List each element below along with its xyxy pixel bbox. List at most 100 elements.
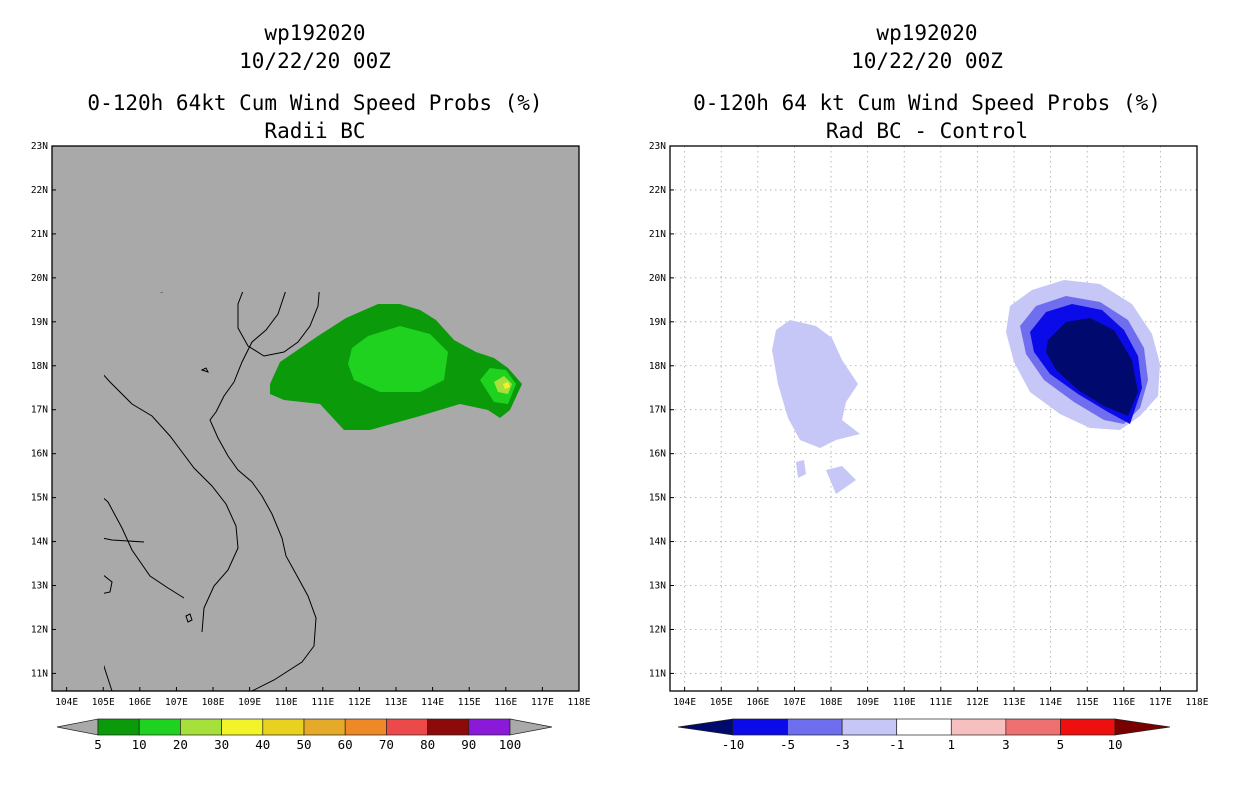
left-map-background xyxy=(52,146,579,691)
colorbar-label: 20 xyxy=(173,737,188,752)
lon-label: 115E xyxy=(458,697,481,708)
colorbar-swatch xyxy=(344,718,387,736)
colorbar-label: 80 xyxy=(420,737,435,752)
right-colorbar-swatches xyxy=(677,718,1171,736)
lon-label: 104E xyxy=(673,697,696,708)
colorbar-swatch xyxy=(896,718,952,736)
left-colorbar: 5 10 20 30 40 50 60 70 80 90 100 xyxy=(56,718,553,752)
colorbar-label: -10 xyxy=(722,737,745,752)
lon-label: 105E xyxy=(92,697,115,708)
right-contour-vietnam-light xyxy=(772,320,860,448)
lon-label: 108E xyxy=(820,697,843,708)
lon-label: 115E xyxy=(1076,697,1099,708)
right-map-frame xyxy=(669,145,1198,692)
lon-label: 116E xyxy=(494,697,517,708)
lon-label: 106E xyxy=(128,697,151,708)
lon-label: 113E xyxy=(1003,697,1026,708)
right-contour-vietnam-light-c xyxy=(796,460,806,478)
lat-label: 13N xyxy=(31,581,48,592)
lat-label: 16N xyxy=(31,449,48,460)
lat-label: 23N xyxy=(31,141,48,152)
colorbar-label: 50 xyxy=(296,737,311,752)
lon-label: 107E xyxy=(165,697,188,708)
left-map-frame xyxy=(51,145,580,692)
right-colorbar: -10 -5 -3 -1 1 3 5 10 xyxy=(677,718,1171,752)
left-colorbar-high-end xyxy=(509,718,553,736)
colorbar-label: 60 xyxy=(338,737,353,752)
lon-label: 111E xyxy=(311,697,334,708)
lat-label: 23N xyxy=(649,141,666,152)
lon-label: 114E xyxy=(421,697,444,708)
right-title-line4: Rad BC - Control xyxy=(826,119,1028,143)
colorbar-label: -3 xyxy=(835,737,850,752)
lat-label: 18N xyxy=(649,361,666,372)
left-contour-10 xyxy=(348,326,448,392)
left-colorbar-labels: 5 10 20 30 40 50 60 70 80 90 100 xyxy=(94,737,521,752)
lon-label: 109E xyxy=(238,697,261,708)
lat-label: 12N xyxy=(31,624,48,635)
left-lat-labels: 11N 12N 13N 14N 15N 16N 17N 18N 19N 20N 21N 22N 23N xyxy=(31,141,56,679)
lon-label: 114E xyxy=(1039,697,1062,708)
colorbar-swatch xyxy=(180,718,222,736)
lon-label: 118E xyxy=(1186,697,1209,708)
lat-label: 11N xyxy=(31,668,48,679)
right-contour-vietnam-light-b xyxy=(826,466,856,494)
colorbar-swatch xyxy=(1060,718,1116,736)
right-lon-labels: 104E 105E 106E 107E 108E 109E 110E 111E 112E 113E… xyxy=(673,687,1209,708)
left-colorbar-swatches xyxy=(97,718,511,736)
lat-label: 22N xyxy=(31,185,48,196)
left-probability-contours xyxy=(270,304,522,430)
lat-label: 20N xyxy=(649,273,666,284)
lat-label: 16N xyxy=(649,449,666,460)
lon-label: 111E xyxy=(929,697,952,708)
left-contour-20 xyxy=(494,376,512,394)
lon-label: 106E xyxy=(746,697,769,708)
colorbar-swatch xyxy=(138,718,181,736)
left-map: 11N12N13N14N15N16N17N18N19N20N21N22N23N … xyxy=(31,141,591,708)
right-lat-labels: 11N 12N 13N 14N 15N 16N 17N 18N 19N 20N 21N 22N 23N xyxy=(649,141,674,679)
left-title-line1: wp192020 xyxy=(264,21,365,45)
lat-label: 19N xyxy=(31,317,48,328)
lon-label: 110E xyxy=(893,697,916,708)
lon-label: 117E xyxy=(1149,697,1172,708)
left-title-line3: 0-120h 64kt Cum Wind Speed Probs (%) xyxy=(87,91,542,115)
lat-label: 15N xyxy=(31,493,48,504)
colorbar-label: 30 xyxy=(214,737,229,752)
lat-label: 14N xyxy=(31,537,48,548)
lon-label: 107E xyxy=(783,697,806,708)
right-title-line1: wp192020 xyxy=(876,21,977,45)
colorbar-swatch xyxy=(950,718,1007,736)
left-colorbar-low-end xyxy=(56,718,99,736)
lon-label: 118E xyxy=(568,697,591,708)
right-gridlines xyxy=(670,146,1197,691)
colorbar-swatch xyxy=(1005,718,1061,736)
lon-label: 105E xyxy=(710,697,733,708)
colorbar-swatch xyxy=(386,718,428,736)
left-title-line4: Radii BC xyxy=(264,119,365,143)
colorbar-label: 3 xyxy=(1002,737,1010,752)
colorbar-swatch xyxy=(427,718,470,736)
lon-label: 108E xyxy=(202,697,225,708)
right-title-line2: 10/22/20 00Z xyxy=(851,49,1003,73)
colorbar-label: 10 xyxy=(1107,737,1122,752)
colorbar-label: 5 xyxy=(94,737,102,752)
lon-label: 104E xyxy=(55,697,78,708)
colorbar-swatch xyxy=(787,718,843,736)
lat-label: 17N xyxy=(31,405,48,416)
lat-label: 19N xyxy=(649,317,666,328)
right-difference-contours xyxy=(772,280,1160,494)
lat-label: 14N xyxy=(649,537,666,548)
lat-label: 20N xyxy=(31,273,48,284)
colorbar-swatch xyxy=(841,718,898,736)
left-contour-30 xyxy=(503,382,510,389)
lon-label: 113E xyxy=(385,697,408,708)
lat-label: 12N xyxy=(649,624,666,635)
lat-label: 18N xyxy=(31,361,48,372)
colorbar-label: 40 xyxy=(255,737,270,752)
right-panel: wp192020 10/22/20 00Z 0-120h 64 kt Cum W… xyxy=(649,21,1209,752)
colorbar-swatch xyxy=(303,718,346,736)
colorbar-swatch xyxy=(221,718,264,736)
colorbar-label: 100 xyxy=(499,737,522,752)
colorbar-label: 70 xyxy=(379,737,394,752)
lat-label: 21N xyxy=(649,229,666,240)
